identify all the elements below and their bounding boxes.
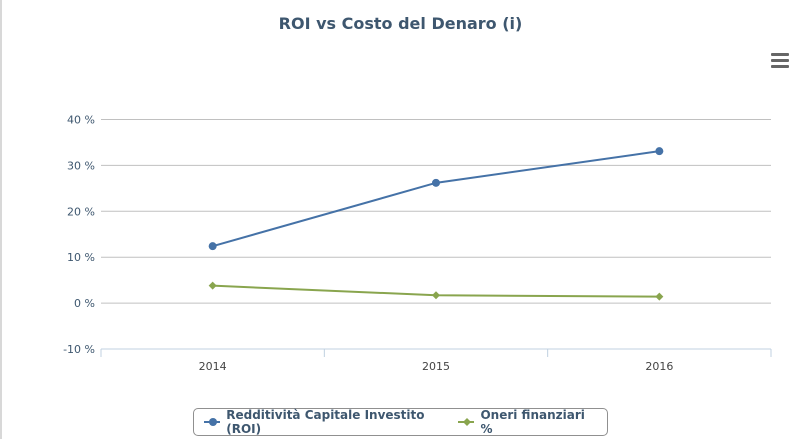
- data-point-circle: [208, 242, 217, 251]
- data-point-diamond: [208, 281, 217, 290]
- data-point-diamond: [432, 291, 440, 300]
- y-tick-label: -10 %: [63, 343, 95, 356]
- hamburger-menu-icon[interactable]: [771, 53, 789, 68]
- data-point-circle: [432, 178, 440, 187]
- y-tick-label: 10 %: [67, 251, 95, 264]
- legend-circle-marker-icon: [204, 418, 221, 426]
- legend-item-oneri[interactable]: Oneri finanziari %: [458, 408, 589, 436]
- x-tick-label: 2014: [199, 360, 227, 373]
- legend-diamond-marker-icon: [458, 418, 475, 426]
- y-tick-label: 20 %: [67, 205, 95, 218]
- data-point-circle: [655, 147, 664, 156]
- y-tick-label: 40 %: [67, 114, 95, 127]
- legend: Redditività Capitale Investito (ROI) One…: [193, 408, 608, 436]
- y-tick-label: 0 %: [74, 297, 95, 310]
- x-tick-label: 2016: [645, 360, 673, 373]
- legend-label: Redditività Capitale Investito (ROI): [226, 408, 425, 436]
- legend-item-roi[interactable]: Redditività Capitale Investito (ROI): [204, 408, 440, 436]
- data-point-diamond: [655, 292, 664, 301]
- chart-title: ROI vs Costo del Denaro (i): [278, 14, 523, 33]
- y-tick-label: 30 %: [67, 159, 95, 172]
- left-border: [0, 0, 2, 439]
- legend-label: Oneri finanziari %: [480, 408, 585, 436]
- x-tick-label: 2015: [422, 360, 450, 373]
